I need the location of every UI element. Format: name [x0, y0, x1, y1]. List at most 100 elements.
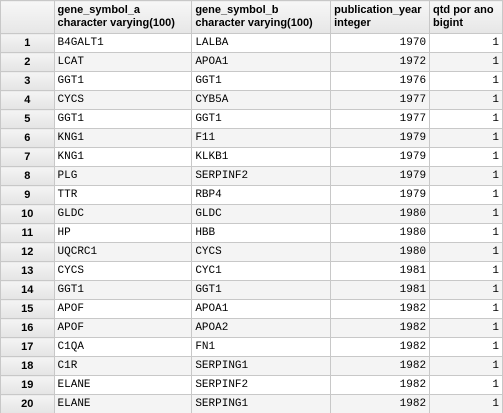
row-number-cell[interactable]: 5	[0, 109, 55, 129]
gene-symbol-b-cell[interactable]: APOA2	[191, 318, 332, 338]
publication-year-cell[interactable]: 1976	[330, 71, 431, 91]
gene-symbol-b-cell[interactable]: APOA1	[191, 299, 332, 319]
table-row[interactable]: 8 PLG SERPINF2 1979 1	[0, 166, 503, 186]
row-number-cell[interactable]: 14	[0, 280, 55, 300]
qtd-por-ano-cell[interactable]: 1	[429, 33, 503, 53]
publication-year-cell[interactable]: 1979	[330, 185, 431, 205]
table-row[interactable]: 5 GGT1 GGT1 1977 1	[0, 109, 503, 129]
qtd-por-ano-cell[interactable]: 1	[429, 185, 503, 205]
table-row[interactable]: 12 UQCRC1 CYCS 1980 1	[0, 242, 503, 262]
gene-symbol-a-cell[interactable]: ELANE	[53, 394, 193, 413]
row-number-cell[interactable]: 6	[0, 128, 55, 148]
column-header-gene-symbol-a[interactable]: gene_symbol_a character varying(100)	[53, 0, 193, 34]
table-row[interactable]: 7 KNG1 KLKB1 1979 1	[0, 147, 503, 167]
row-number-cell[interactable]: 12	[0, 242, 55, 262]
table-row[interactable]: 18 C1R SERPING1 1982 1	[0, 356, 503, 376]
qtd-por-ano-cell[interactable]: 1	[429, 166, 503, 186]
gene-symbol-b-cell[interactable]: HBB	[191, 223, 332, 243]
row-number-cell[interactable]: 19	[0, 375, 55, 395]
gene-symbol-a-cell[interactable]: GGT1	[53, 280, 193, 300]
gene-symbol-b-cell[interactable]: KLKB1	[191, 147, 332, 167]
row-number-cell[interactable]: 7	[0, 147, 55, 167]
table-row[interactable]: 9 TTR RBP4 1979 1	[0, 185, 503, 205]
gene-symbol-b-cell[interactable]: F11	[191, 128, 332, 148]
publication-year-cell[interactable]: 1980	[330, 242, 431, 262]
qtd-por-ano-cell[interactable]: 1	[429, 128, 503, 148]
gene-symbol-b-cell[interactable]: GGT1	[191, 109, 332, 129]
row-number-cell[interactable]: 16	[0, 318, 55, 338]
gene-symbol-a-cell[interactable]: PLG	[53, 166, 193, 186]
table-row[interactable]: 2 LCAT APOA1 1972 1	[0, 52, 503, 72]
row-number-cell[interactable]: 4	[0, 90, 55, 110]
gene-symbol-a-cell[interactable]: ELANE	[53, 375, 193, 395]
publication-year-cell[interactable]: 1980	[330, 223, 431, 243]
gene-symbol-b-cell[interactable]: APOA1	[191, 52, 332, 72]
gene-symbol-b-cell[interactable]: RBP4	[191, 185, 332, 205]
row-number-cell[interactable]: 17	[0, 337, 55, 357]
qtd-por-ano-cell[interactable]: 1	[429, 356, 503, 376]
gene-symbol-b-cell[interactable]: GGT1	[191, 71, 332, 91]
qtd-por-ano-cell[interactable]: 1	[429, 90, 503, 110]
qtd-por-ano-cell[interactable]: 1	[429, 242, 503, 262]
gene-symbol-a-cell[interactable]: C1QA	[53, 337, 193, 357]
publication-year-cell[interactable]: 1979	[330, 147, 431, 167]
row-number-cell[interactable]: 11	[0, 223, 55, 243]
gene-symbol-a-cell[interactable]: KNG1	[53, 128, 193, 148]
qtd-por-ano-cell[interactable]: 1	[429, 318, 503, 338]
row-number-cell[interactable]: 2	[0, 52, 55, 72]
publication-year-cell[interactable]: 1980	[330, 204, 431, 224]
qtd-por-ano-cell[interactable]: 1	[429, 299, 503, 319]
gene-symbol-a-cell[interactable]: CYCS	[53, 90, 193, 110]
column-header-publication-year[interactable]: publication_year integer	[330, 0, 431, 34]
gene-symbol-b-cell[interactable]: SERPING1	[191, 356, 332, 376]
table-row[interactable]: 11 HP HBB 1980 1	[0, 223, 503, 243]
qtd-por-ano-cell[interactable]: 1	[429, 375, 503, 395]
row-number-cell[interactable]: 20	[0, 394, 55, 413]
gene-symbol-b-cell[interactable]: SERPINF2	[191, 166, 332, 186]
gene-symbol-b-cell[interactable]: SERPING1	[191, 394, 332, 413]
publication-year-cell[interactable]: 1979	[330, 166, 431, 186]
gene-symbol-b-cell[interactable]: FN1	[191, 337, 332, 357]
row-number-cell[interactable]: 9	[0, 185, 55, 205]
gene-symbol-a-cell[interactable]: UQCRC1	[53, 242, 193, 262]
table-row[interactable]: 3 GGT1 GGT1 1976 1	[0, 71, 503, 91]
table-row[interactable]: 13 CYCS CYC1 1981 1	[0, 261, 503, 281]
qtd-por-ano-cell[interactable]: 1	[429, 71, 503, 91]
table-row[interactable]: 4 CYCS CYB5A 1977 1	[0, 90, 503, 110]
qtd-por-ano-cell[interactable]: 1	[429, 337, 503, 357]
table-row[interactable]: 19 ELANE SERPINF2 1982 1	[0, 375, 503, 395]
gene-symbol-a-cell[interactable]: GGT1	[53, 71, 193, 91]
gene-symbol-b-cell[interactable]: CYB5A	[191, 90, 332, 110]
qtd-por-ano-cell[interactable]: 1	[429, 223, 503, 243]
gene-symbol-b-cell[interactable]: SERPINF2	[191, 375, 332, 395]
table-row[interactable]: 1 B4GALT1 LALBA 1970 1	[0, 33, 503, 53]
qtd-por-ano-cell[interactable]: 1	[429, 147, 503, 167]
gene-symbol-a-cell[interactable]: GGT1	[53, 109, 193, 129]
qtd-por-ano-cell[interactable]: 1	[429, 109, 503, 129]
gene-symbol-a-cell[interactable]: GLDC	[53, 204, 193, 224]
publication-year-cell[interactable]: 1982	[330, 299, 431, 319]
publication-year-cell[interactable]: 1979	[330, 128, 431, 148]
publication-year-cell[interactable]: 1982	[330, 375, 431, 395]
gene-symbol-a-cell[interactable]: APOF	[53, 318, 193, 338]
row-number-cell[interactable]: 3	[0, 71, 55, 91]
table-row[interactable]: 14 GGT1 GGT1 1981 1	[0, 280, 503, 300]
row-number-cell[interactable]: 1	[0, 33, 55, 53]
qtd-por-ano-cell[interactable]: 1	[429, 261, 503, 281]
table-row[interactable]: 6 KNG1 F11 1979 1	[0, 128, 503, 148]
gene-symbol-b-cell[interactable]: GGT1	[191, 280, 332, 300]
qtd-por-ano-cell[interactable]: 1	[429, 394, 503, 413]
publication-year-cell[interactable]: 1982	[330, 356, 431, 376]
table-row[interactable]: 20 ELANE SERPING1 1982 1	[0, 394, 503, 413]
publication-year-cell[interactable]: 1981	[330, 280, 431, 300]
qtd-por-ano-cell[interactable]: 1	[429, 280, 503, 300]
gene-symbol-a-cell[interactable]: HP	[53, 223, 193, 243]
gene-symbol-b-cell[interactable]: GLDC	[191, 204, 332, 224]
table-row[interactable]: 15 APOF APOA1 1982 1	[0, 299, 503, 319]
column-header-gene-symbol-b[interactable]: gene_symbol_b character varying(100)	[191, 0, 332, 34]
publication-year-cell[interactable]: 1981	[330, 261, 431, 281]
column-header-qtd-por-ano[interactable]: qtd por ano bigint	[429, 0, 503, 34]
qtd-por-ano-cell[interactable]: 1	[429, 204, 503, 224]
gene-symbol-b-cell[interactable]: LALBA	[191, 33, 332, 53]
